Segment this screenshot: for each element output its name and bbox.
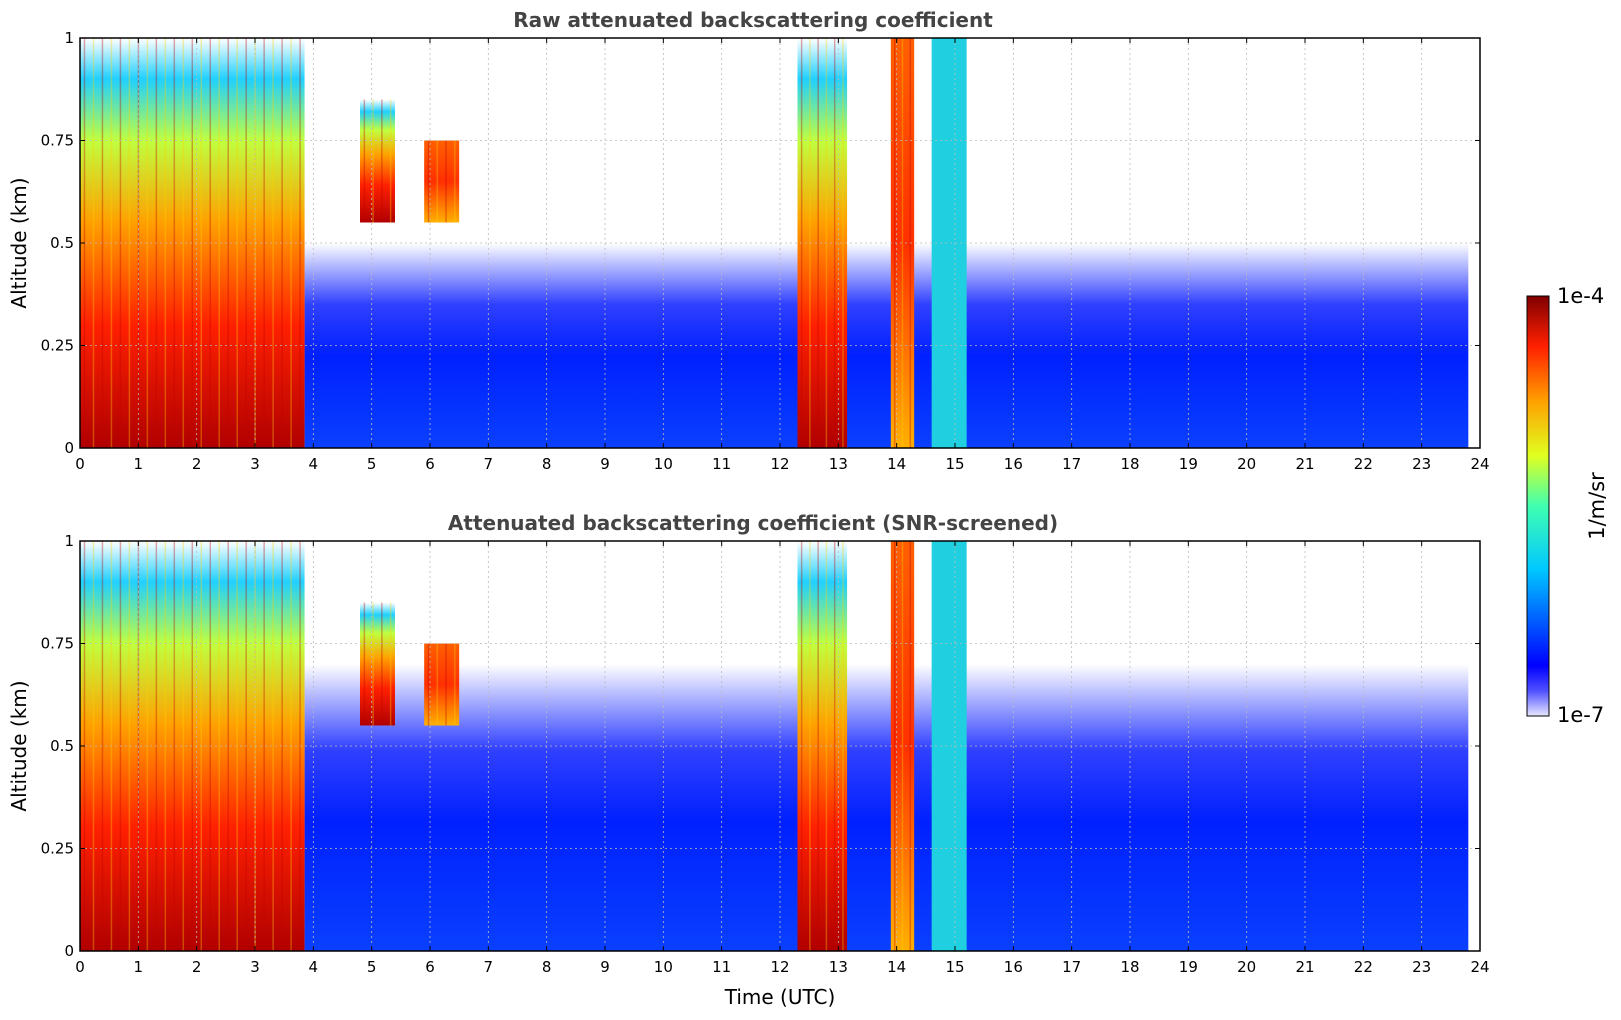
x-axis-label: Time (UTC) (724, 985, 836, 1009)
top-y-axis-label: Altitude (km) (7, 177, 31, 308)
x-tick-label: 11 (712, 455, 731, 473)
colorbar-min-label: 1e-7 (1557, 703, 1604, 727)
heatmap-cell (797, 38, 848, 448)
y-tick-label: 0.75 (41, 635, 74, 653)
x-tick-label: 13 (829, 455, 848, 473)
y-tick-label: 0 (64, 439, 74, 457)
y-tick-label: 1 (64, 29, 74, 47)
x-tick-label: 16 (1004, 958, 1023, 976)
x-tick-label: 18 (1120, 455, 1139, 473)
heatmap-cell (360, 602, 395, 726)
x-tick-label: 1 (134, 958, 144, 976)
top-panel: Raw attenuated backscattering coefficien… (7, 8, 1490, 473)
y-tick-label: 1 (64, 532, 74, 550)
x-tick-label: 1 (134, 455, 144, 473)
x-tick-label: 12 (770, 958, 789, 976)
heatmap-cell (304, 664, 1469, 951)
x-tick-label: 11 (712, 958, 731, 976)
heatmap-layer (80, 38, 1469, 448)
heatmap-cell (797, 541, 848, 951)
x-tick-label: 21 (1295, 455, 1314, 473)
x-tick-label: 20 (1237, 958, 1256, 976)
y-tick-label: 0.25 (41, 840, 74, 858)
x-tick-label: 9 (600, 958, 610, 976)
x-tick-label: 13 (829, 958, 848, 976)
top-panel-title: Raw attenuated backscattering coefficien… (513, 8, 993, 32)
x-tick-label: 14 (887, 958, 906, 976)
x-tick-label: 9 (600, 455, 610, 473)
heatmap-cell (424, 140, 460, 223)
x-tick-label: 20 (1237, 455, 1256, 473)
grid-lines (80, 38, 1480, 448)
x-tick-label: 10 (654, 958, 673, 976)
x-tick-label: 0 (75, 958, 85, 976)
x-tick-label: 18 (1120, 958, 1139, 976)
x-tick-label: 3 (250, 455, 260, 473)
x-tick-label: 0 (75, 455, 85, 473)
y-axis: 0 0.25 0.5 0.75 1 (41, 29, 1480, 457)
y-tick-label: 0.75 (41, 132, 74, 150)
x-tick-label: 8 (542, 958, 552, 976)
x-tick-label: 8 (542, 455, 552, 473)
heatmap-cell (80, 38, 305, 448)
heatmap-cell (424, 643, 460, 726)
colorbar: 1e-4 1e-7 1/m/sr (1526, 284, 1609, 727)
x-tick-label: 16 (1004, 455, 1023, 473)
x-tick-label: 6 (425, 958, 435, 976)
x-tick-label: 24 (1470, 958, 1489, 976)
x-tick-label: 2 (192, 958, 202, 976)
x-tick-label: 5 (367, 455, 377, 473)
x-tick-label: 12 (770, 455, 789, 473)
colorbar-gradient (1526, 295, 1550, 717)
x-tick-label: 19 (1179, 455, 1198, 473)
x-tick-label: 17 (1062, 958, 1081, 976)
x-tick-label: 17 (1062, 455, 1081, 473)
x-tick-label: 7 (484, 958, 494, 976)
x-tick-label: 15 (945, 455, 964, 473)
x-tick-label: 22 (1354, 958, 1373, 976)
heatmap-cell (80, 541, 305, 951)
x-tick-label: 6 (425, 455, 435, 473)
heatmap-cell (360, 99, 395, 223)
y-tick-label: 0.25 (41, 337, 74, 355)
x-tick-label: 7 (484, 455, 494, 473)
colorbar-unit-label: 1/m/sr (1585, 472, 1609, 540)
heatmap-layer (80, 541, 1469, 951)
x-tick-label: 4 (309, 455, 319, 473)
y-tick-label: 0 (64, 942, 74, 960)
x-tick-label: 3 (250, 958, 260, 976)
grid-lines (80, 541, 1480, 951)
x-tick-label: 19 (1179, 958, 1198, 976)
x-tick-label: 4 (309, 958, 319, 976)
x-tick-label: 10 (654, 455, 673, 473)
y-tick-label: 0.5 (50, 737, 74, 755)
x-tick-label: 21 (1295, 958, 1314, 976)
x-tick-label: 23 (1412, 958, 1431, 976)
x-tick-label: 2 (192, 455, 202, 473)
x-axis: 0 1 2 3 4 5 6 7 8 9 10 11 12 13 14 15 16 17 18 19 20 21 22 23 24 (75, 38, 1490, 473)
y-axis: 0 0.25 0.5 0.75 1 (41, 532, 1480, 960)
bottom-panel-title: Attenuated backscattering coefficient (S… (448, 511, 1058, 535)
x-tick-label: 14 (887, 455, 906, 473)
x-tick-label: 24 (1470, 455, 1489, 473)
x-tick-label: 15 (945, 958, 964, 976)
x-tick-label: 23 (1412, 455, 1431, 473)
x-axis: 0 1 2 3 4 5 6 7 8 9 10 11 12 13 14 15 16 17 18 19 20 21 22 23 24 (75, 541, 1490, 976)
bottom-y-axis-label: Altitude (km) (7, 680, 31, 811)
y-tick-label: 0.5 (50, 234, 74, 252)
x-tick-label: 22 (1354, 455, 1373, 473)
colorbar-max-label: 1e-4 (1557, 284, 1604, 308)
x-tick-label: 5 (367, 958, 377, 976)
bottom-panel: Attenuated backscattering coefficient (S… (7, 511, 1490, 1009)
